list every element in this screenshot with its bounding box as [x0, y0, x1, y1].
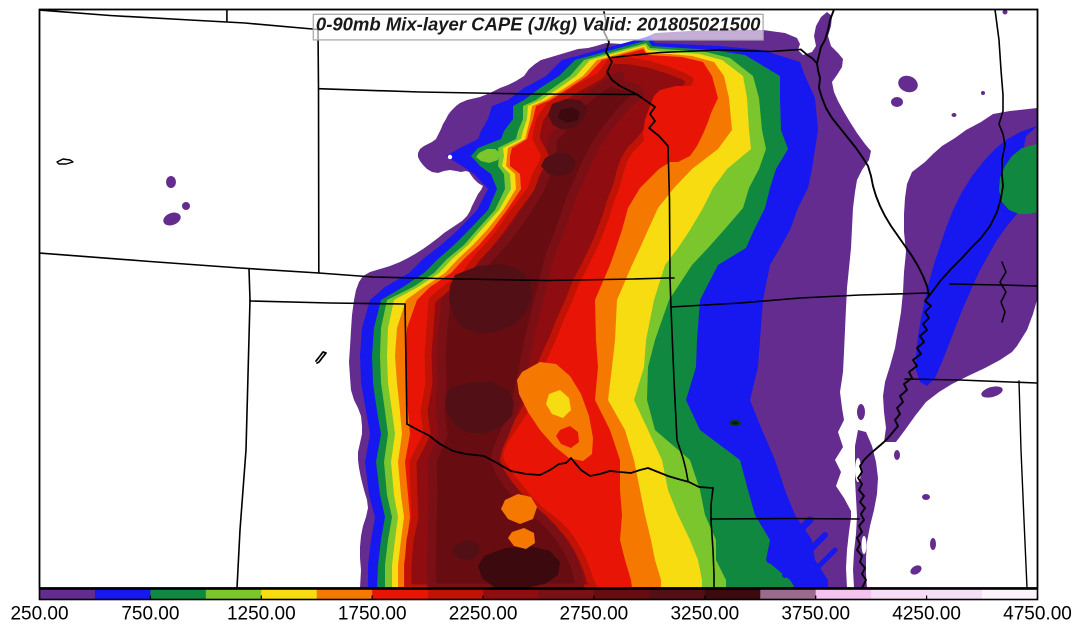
svg-text:1750.00: 1750.00 [338, 604, 407, 625]
svg-text:2750.00: 2750.00 [560, 604, 629, 625]
svg-text:750.00: 750.00 [121, 604, 179, 625]
svg-text:250.00: 250.00 [10, 604, 68, 625]
svg-text:4250.00: 4250.00 [892, 604, 961, 625]
svg-text:3750.00: 3750.00 [781, 604, 850, 625]
svg-text:2250.00: 2250.00 [449, 604, 518, 625]
svg-text:4750.00: 4750.00 [1003, 604, 1072, 625]
svg-text:3250.00: 3250.00 [670, 604, 739, 625]
svg-text:1250.00: 1250.00 [227, 604, 296, 625]
svg-text:0-90mb Mix-layer CAPE (J/kg) V: 0-90mb Mix-layer CAPE (J/kg) Valid: 2018… [316, 14, 761, 35]
